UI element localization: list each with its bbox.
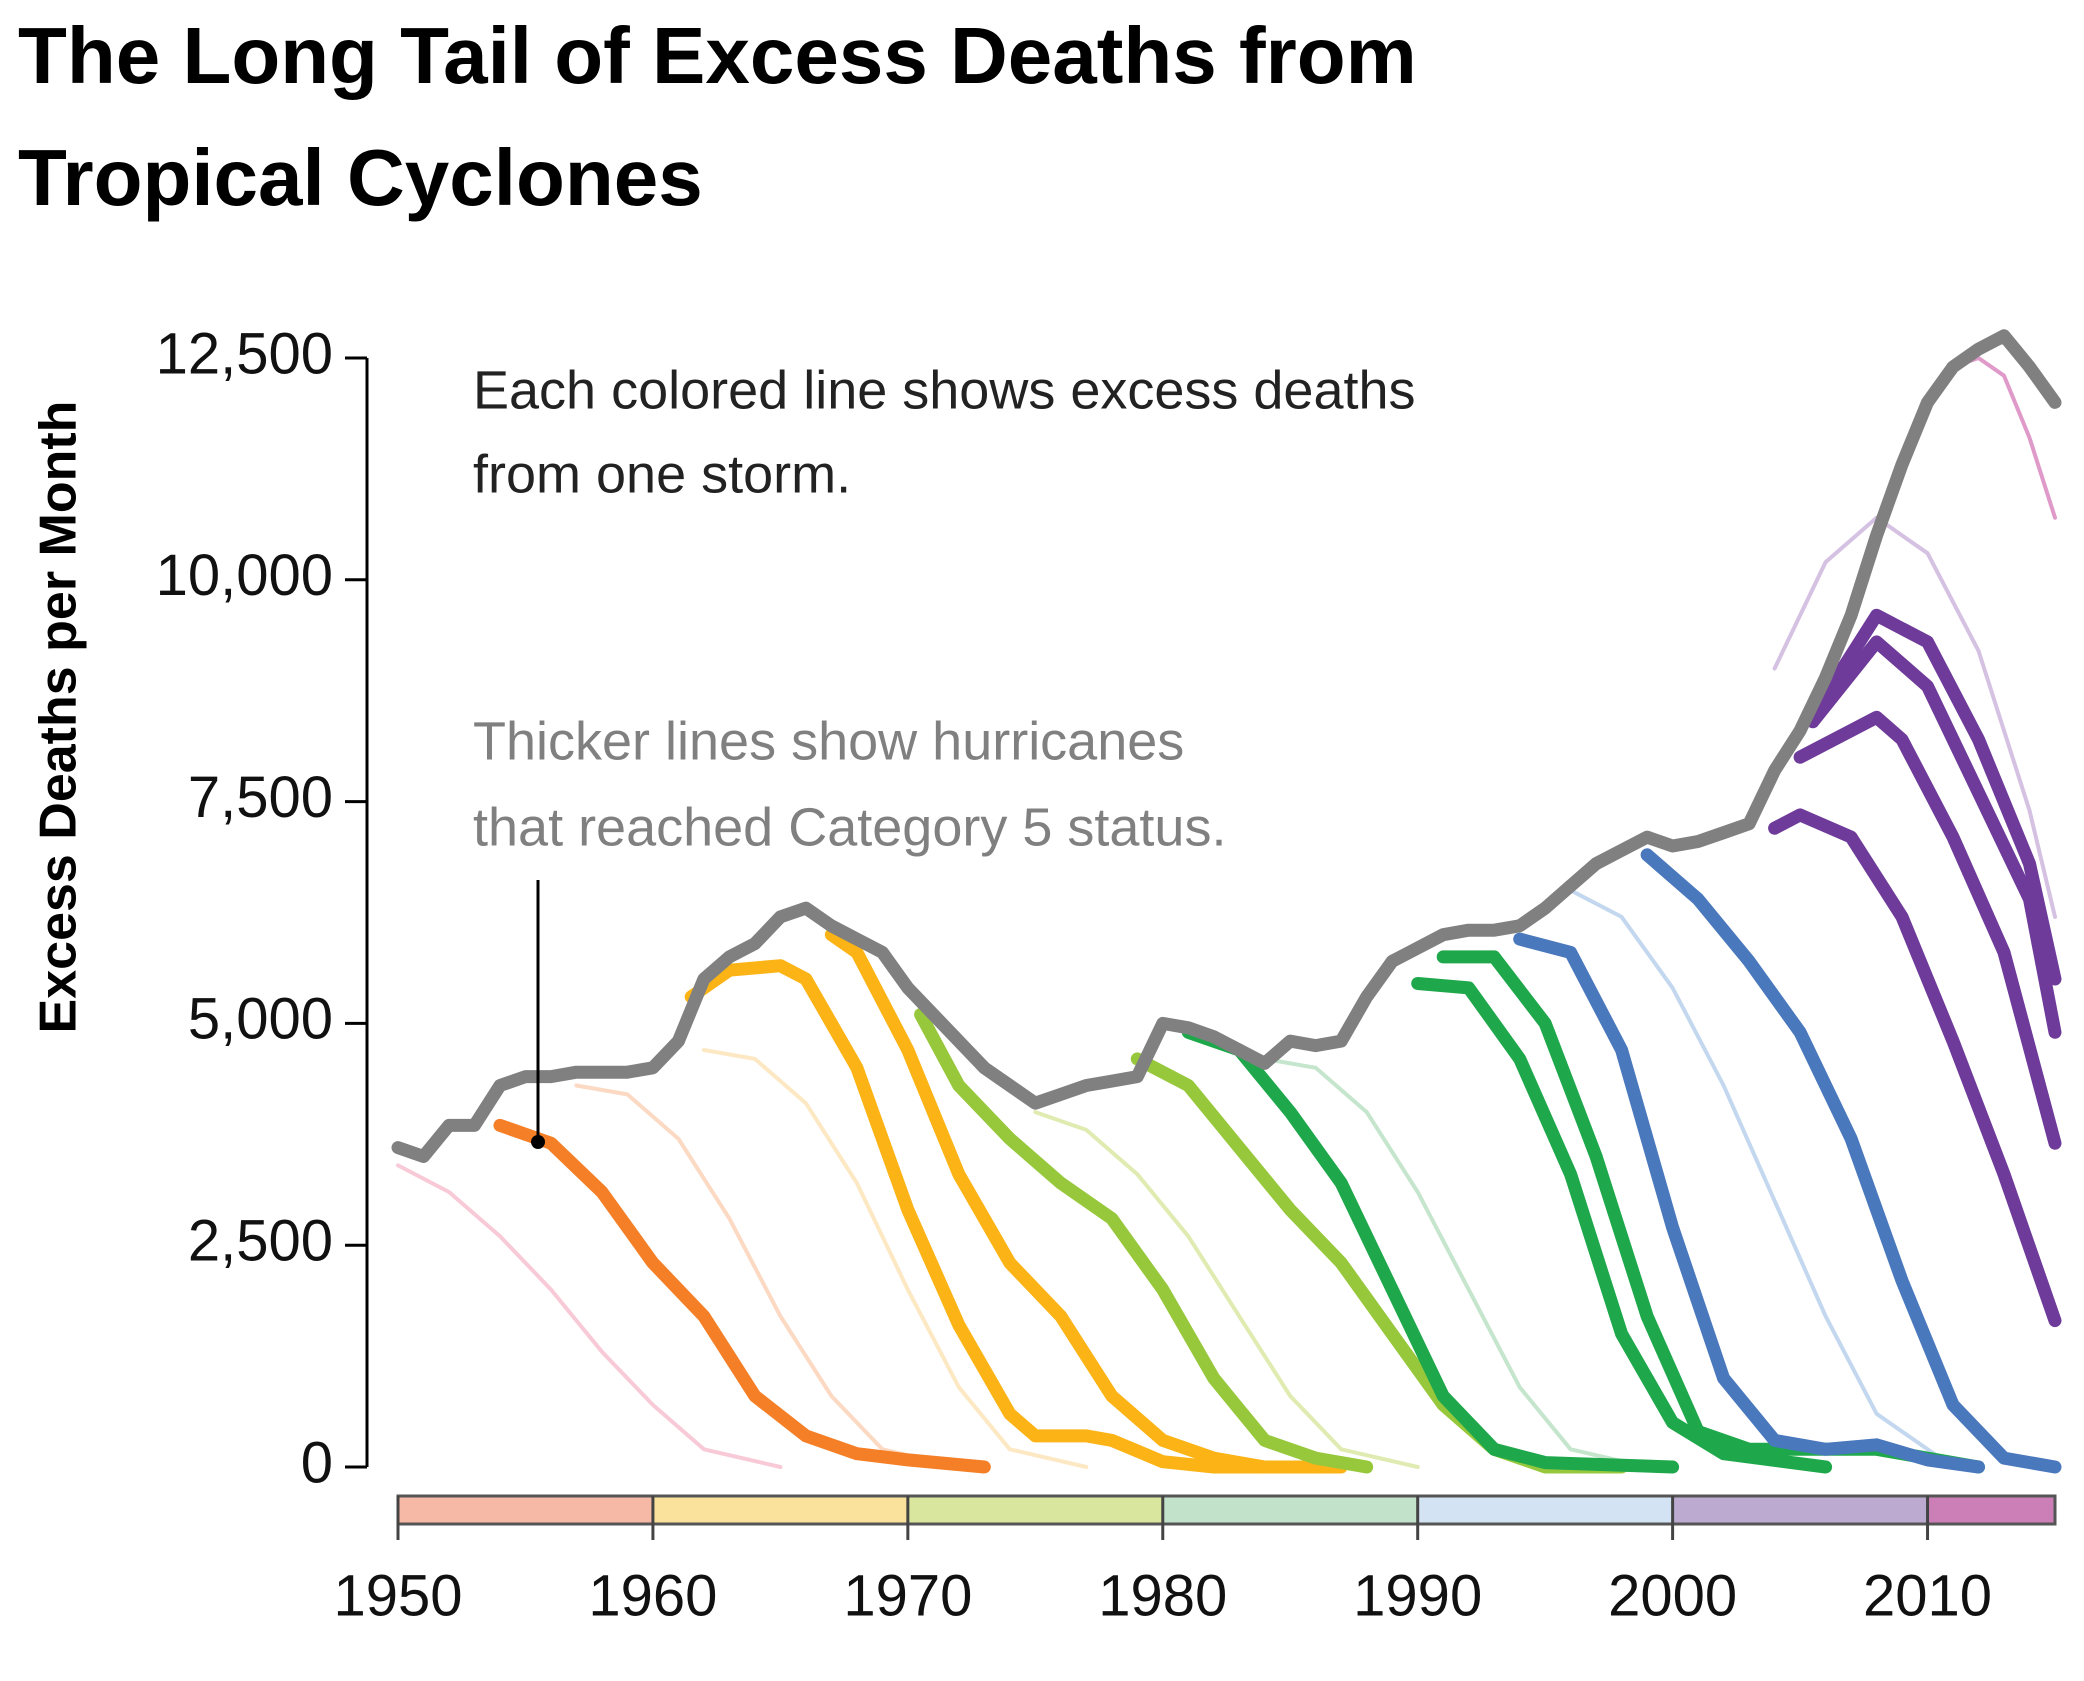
storm-line	[1772, 515, 2057, 919]
x-tick-label: 1960	[588, 1563, 717, 1628]
storm-line-thick	[493, 1118, 991, 1474]
decade-band	[398, 1496, 653, 1524]
x-tick-label: 1980	[1098, 1563, 1227, 1628]
decade-band	[1672, 1496, 1928, 1524]
x-tick-label: 1970	[843, 1563, 972, 1628]
decade-band	[652, 1496, 908, 1524]
y-tick-label: 7,500	[188, 765, 333, 830]
decade-band	[907, 1496, 1163, 1524]
storm-line-thick	[1411, 977, 1833, 1474]
storm-line-thick	[391, 329, 2062, 1163]
storm-line	[1568, 888, 1955, 1469]
storm-line-thick	[1181, 1025, 1680, 1474]
storm-line-thick	[1793, 710, 2062, 1150]
annotation: that reached Category 5 status.	[473, 797, 1226, 857]
storm-line-thick	[1768, 808, 2062, 1328]
x-tick-label: 1990	[1353, 1563, 1482, 1628]
y-tick-label: 2,500	[188, 1209, 333, 1274]
storm-line-thick	[1806, 635, 2062, 1039]
decade-band	[1927, 1496, 2055, 1524]
storm-line	[701, 1048, 1089, 1469]
storm-line	[1033, 1110, 1420, 1469]
x-tick-label: 1950	[333, 1563, 462, 1628]
storm-line-thick	[914, 1008, 1374, 1474]
x-tick-label: 2000	[1608, 1563, 1737, 1628]
decade-band	[1417, 1496, 1673, 1524]
plot-area	[391, 329, 2062, 1474]
chart-title: The Long Tail of Excess Deaths from	[18, 11, 1417, 100]
chart-title: Tropical Cyclones	[18, 133, 703, 222]
y-tick-label: 5,000	[188, 987, 333, 1052]
annotation: Thicker lines show hurricanes	[473, 711, 1184, 771]
storm-line-thick	[684, 959, 1348, 1474]
storm-line-thick	[824, 928, 1323, 1474]
y-tick-label: 10,000	[156, 543, 333, 608]
decade-band	[1162, 1496, 1418, 1524]
x-tick-label: 2010	[1863, 1563, 1992, 1628]
y-tick-label: 12,500	[156, 321, 333, 386]
storm-line-thick	[1640, 848, 2062, 1474]
y-axis-label: Excess Deaths per Month	[30, 401, 88, 1034]
storm-line-thick	[1819, 608, 2062, 986]
y-tick-label: 0	[301, 1430, 333, 1495]
annotation: from one storm.	[473, 444, 851, 504]
annotation: Each colored line shows excess deaths	[473, 360, 1416, 420]
storm-line-thick	[1513, 932, 1985, 1474]
storm-line	[396, 1163, 783, 1469]
storm-line	[1262, 1056, 1650, 1469]
annotation-dot	[531, 1135, 545, 1149]
storm-line	[574, 1083, 961, 1469]
